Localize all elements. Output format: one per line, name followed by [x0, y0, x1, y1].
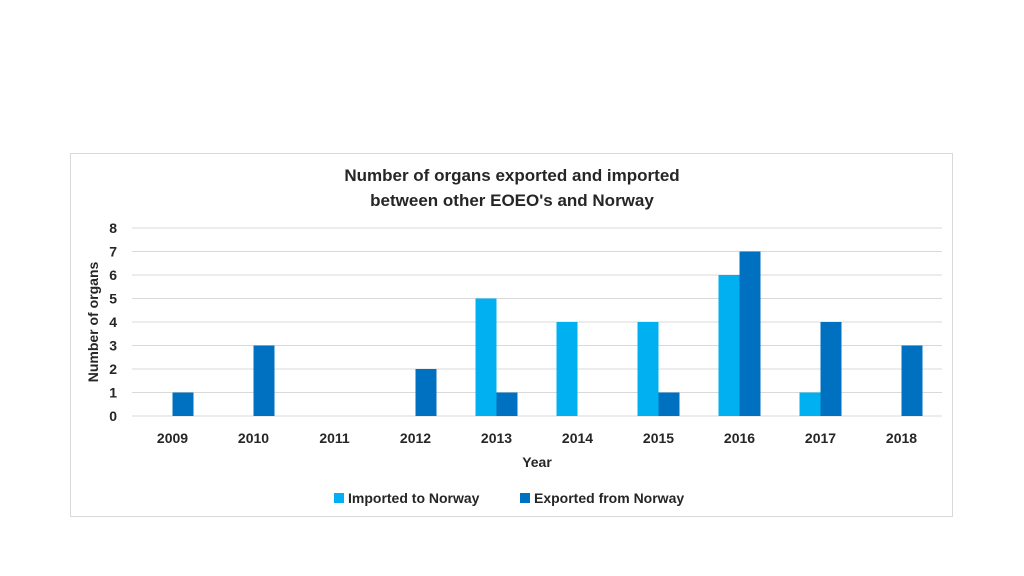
y-tick-label: 2	[109, 361, 117, 377]
y-tick-label: 8	[109, 220, 117, 236]
x-tick-label: 2013	[481, 430, 512, 446]
bar-imported-to-norway-2013	[475, 298, 497, 416]
y-tick-label: 4	[109, 314, 117, 330]
y-tick-label: 7	[109, 244, 117, 260]
bar-exported-from-norway-2009	[172, 392, 194, 416]
x-tick-label: 2015	[643, 430, 674, 446]
x-tick-label: 2016	[724, 430, 755, 446]
y-tick-label: 5	[109, 291, 117, 307]
x-tick-label: 2018	[886, 430, 917, 446]
y-tick-label: 6	[109, 267, 117, 283]
bar-exported-from-norway-2017	[820, 322, 842, 416]
bar-imported-to-norway-2015	[637, 322, 659, 416]
legend-label-1: Imported to Norway	[348, 490, 480, 506]
bar-exported-from-norway-2013	[496, 392, 518, 416]
y-tick-label: 0	[109, 408, 117, 424]
x-axis-title: Year	[522, 454, 552, 470]
x-tick-label: 2017	[805, 430, 836, 446]
bar-exported-from-norway-2012	[415, 369, 437, 416]
y-axis-title: Number of organs	[85, 262, 101, 383]
bar-exported-from-norway-2010	[253, 345, 275, 416]
x-axis-ticks: 2009 2010 2011 2012 2013 2014 2015 2016 2017 2018	[157, 430, 917, 446]
bar-exported-from-norway-2016	[739, 251, 761, 416]
x-tick-label: 2014	[562, 430, 593, 446]
x-tick-label: 2011	[319, 430, 350, 446]
chart-container	[70, 153, 953, 517]
bars	[172, 251, 923, 416]
x-tick-label: 2009	[157, 430, 188, 446]
y-axis-ticks: 0 1 2 3 4 5 6 7 8	[109, 220, 117, 424]
y-tick-label: 1	[109, 385, 117, 401]
legend-label-2: Exported from Norway	[534, 490, 684, 506]
x-tick-label: 2010	[238, 430, 269, 446]
bar-imported-to-norway-2017	[799, 392, 821, 416]
bar-imported-to-norway-2016	[718, 275, 740, 416]
bar-exported-from-norway-2015	[658, 392, 680, 416]
legend: Imported to Norway Exported from Norway	[334, 490, 684, 506]
legend-swatch-1	[334, 493, 344, 503]
bar-exported-from-norway-2018	[901, 345, 923, 416]
y-tick-label: 3	[109, 338, 117, 354]
chart-title-line-2: between other EOEO's and Norway	[370, 191, 654, 210]
bar-imported-to-norway-2014	[556, 322, 578, 416]
x-tick-label: 2012	[400, 430, 431, 446]
chart-title-line-1: Number of organs exported and imported	[344, 166, 679, 185]
legend-swatch-2	[520, 493, 530, 503]
